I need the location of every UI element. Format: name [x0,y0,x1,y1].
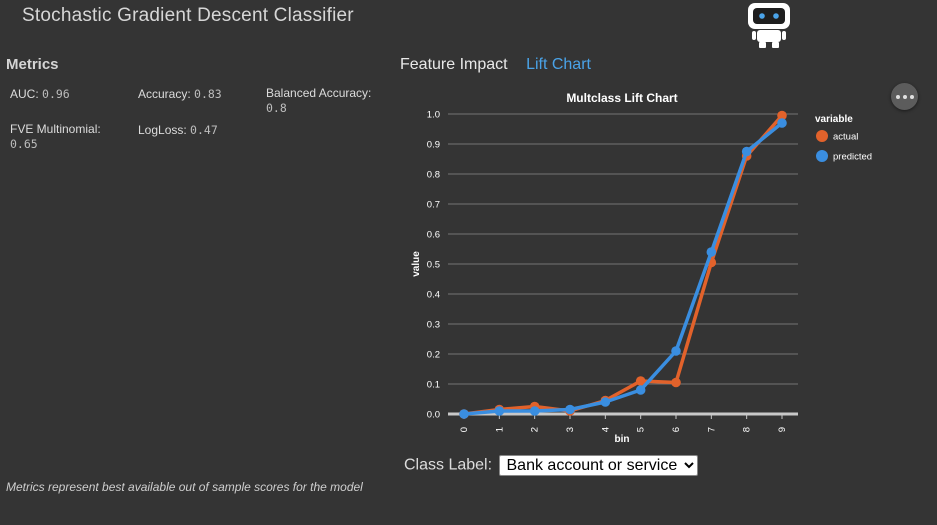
data-point-actual [671,377,681,388]
data-point-predicted [459,409,469,419]
robot-icon [748,3,790,48]
x-tick-label: 7 [706,427,717,432]
y-tick-label: 0.7 [427,200,440,211]
y-tick-label: 0.2 [427,350,440,361]
y-tick-label: 0.3 [427,320,440,331]
data-point-predicted [671,346,681,356]
x-tick-label: 3 [565,427,576,432]
class-label-control: Class Label: Bank account or service [404,455,698,476]
metric-auc: AUC: 0.96 [10,87,70,102]
x-tick-label: 5 [636,427,647,432]
metrics-footnote: Metrics represent best available out of … [6,480,363,494]
y-tick-label: 0.5 [427,260,440,271]
y-tick-label: 0.4 [427,290,440,301]
metric-logloss: LogLoss: 0.47 [138,123,218,138]
y-tick-label: 1.0 [427,110,440,121]
legend-marker-predicted [816,150,828,162]
y-tick-labels: 0.0 0.1 0.2 0.3 0.4 0.5 0.6 0.7 0.8 0.9 1.0 [427,110,440,421]
data-point-predicted [777,118,787,128]
x-tick-label: 9 [777,427,788,432]
x-tick-label: 0 [459,427,470,432]
tab-lift-chart[interactable]: Lift Chart [526,56,591,73]
y-tick-label: 0.8 [427,170,440,181]
class-label-select[interactable]: Bank account or service [498,455,698,476]
series-line-predicted [463,121,784,416]
metric-auc-value: 0.96 [42,87,70,101]
legend-title: variable [815,114,853,125]
y-tick-label: 0.6 [427,230,440,241]
metrics-title: Metrics [6,56,59,73]
y-tick-label: 0.0 [427,410,440,421]
class-label-text: Class Label: [404,456,493,474]
app-title: Stochastic Gradient Descent Classifier [22,5,354,26]
metric-fve-label: FVE Multinomial: [10,122,101,136]
chart-series [459,110,787,419]
y-axis-label: value [411,251,422,277]
x-tick-label: 8 [742,427,753,432]
metric-balanced-accuracy-value: 0.8 [266,101,287,115]
metric-auc-label: AUC: [10,87,39,101]
data-point-predicted [600,397,611,407]
metric-balanced-accuracy-label: Balanced Accuracy: [266,86,372,100]
metric-accuracy: Accuracy: 0.83 [138,87,222,102]
chart-title: Multclass Lift Chart [566,91,677,105]
data-point-actual [777,110,787,121]
chart-legend: variable actual predicted [815,114,872,163]
legend-label-predicted: predicted [833,152,872,163]
series-actual [459,110,787,419]
metric-fve-multinomial: FVE Multinomial: 0.65 [10,122,101,152]
metric-logloss-label: LogLoss: [138,123,187,137]
data-point-predicted [706,247,717,257]
metric-fve-value: 0.65 [10,137,38,151]
metric-accuracy-value: 0.83 [194,87,222,101]
metric-balanced-accuracy: Balanced Accuracy: 0.8 [266,86,386,116]
metric-accuracy-label: Accuracy: [138,87,191,101]
y-tick-label: 0.9 [427,140,440,151]
chart-tabs: Feature Impact Lift Chart [400,56,605,74]
metric-logloss-value: 0.47 [190,123,218,137]
x-tick-label: 6 [671,427,682,432]
data-point-predicted [529,406,540,416]
y-tick-label: 0.1 [427,380,440,391]
legend-label-actual: actual [833,132,858,143]
data-point-actual [635,376,646,386]
series-line-actual [463,114,784,416]
x-tick-label: 1 [494,427,505,432]
x-tick-label: 4 [600,427,611,432]
data-point-predicted [565,404,575,415]
more-options-icon[interactable] [891,83,918,110]
legend-marker-actual [816,130,828,142]
x-tick-label: 2 [530,427,541,432]
series-predicted [459,118,787,419]
x-axis-label: bin [615,434,630,445]
lift-chart: Multclass Lift Chart value bin 0.0 0.1 0.2… [411,91,872,445]
tab-feature-impact[interactable]: Feature Impact [400,56,508,73]
data-point-predicted [741,146,752,157]
data-point-predicted [635,385,646,395]
data-point-predicted [494,406,505,416]
chart-grid [448,113,798,416]
x-tick-labels: 0 1 2 3 4 5 6 7 8 9 [459,415,788,432]
